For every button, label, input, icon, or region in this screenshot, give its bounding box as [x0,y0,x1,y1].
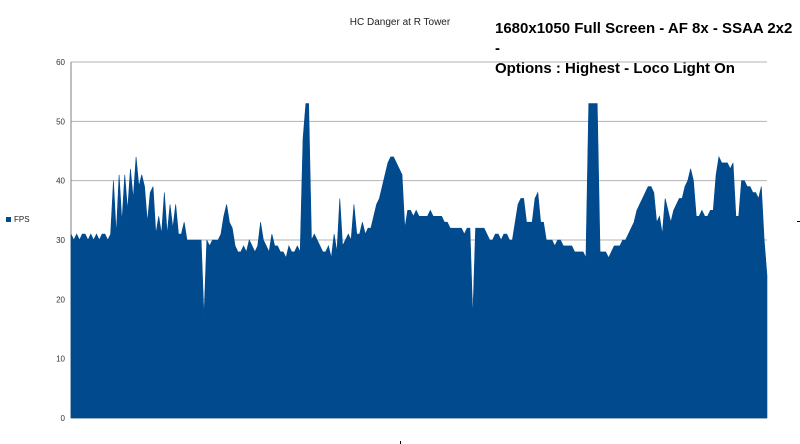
frame-mark-right [797,221,800,222]
annotation-line-2: Options : Highest - Loco Light On [495,60,735,77]
series-area-fps [70,103,768,419]
y-tick-label-10: 10 [56,355,65,364]
y-tick-label-20: 20 [56,295,65,304]
y-tick-label-40: 40 [56,177,65,186]
frame-mark-bottom [400,441,401,444]
legend: FPS [6,215,30,224]
y-tick-label-30: 30 [56,236,65,245]
legend-label-fps: FPS [14,215,30,224]
y-tick-label-50: 50 [56,117,65,126]
chart-title: HC Danger at R Tower [349,17,451,28]
y-tick-label-60: 60 [56,58,65,67]
legend-swatch-fps [6,217,11,222]
benchmark-settings-annotation: 1680x1050 Full Screen - AF 8x - SSAA 2x2… [495,19,795,79]
annotation-line-1: 1680x1050 Full Screen - AF 8x - SSAA 2x2… [495,20,793,57]
y-tick-label-0: 0 [61,414,66,423]
